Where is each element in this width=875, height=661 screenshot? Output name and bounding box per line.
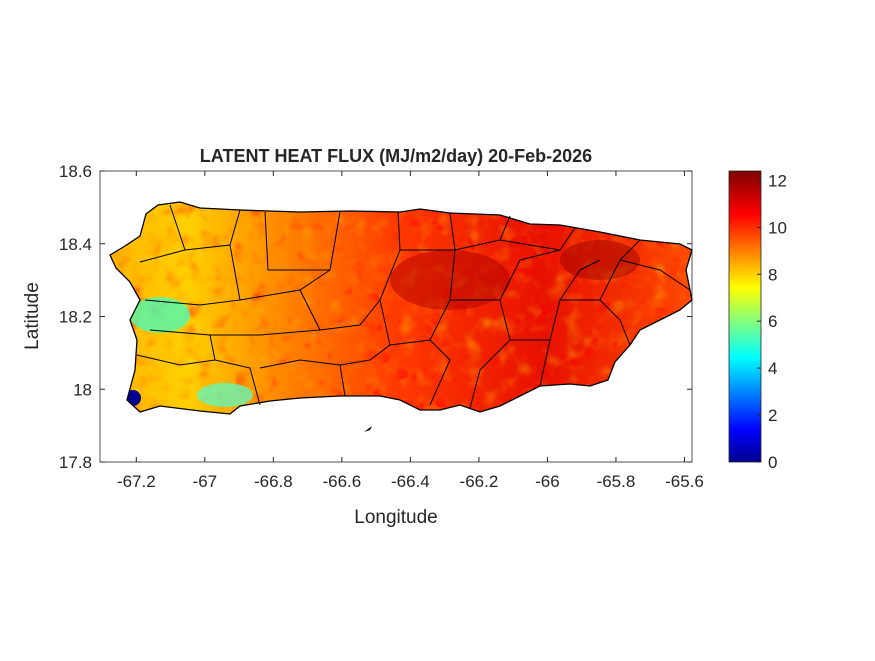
colorbar-tick-label: 12 [768, 171, 787, 190]
x-tick-label: -66.6 [322, 472, 361, 491]
x-tick-label: -65.6 [665, 472, 704, 491]
municipal-boundary [144, 244, 241, 306]
y-axis: 17.8 18 18.2 18.4 18.6 [59, 162, 692, 472]
municipal-boundary [400, 215, 511, 251]
x-tick-label: -66 [535, 472, 560, 491]
colorbar-tick-label: 8 [768, 265, 777, 284]
x-axis: -67.2 -67 -66.8 -66.6 -66.4 -66.2 -66 -65.8 -65.… [117, 171, 704, 491]
colorbar-tick-label: 4 [768, 359, 777, 378]
municipal-boundaries [136, 204, 691, 409]
municipal-boundary [339, 364, 346, 397]
municipal-boundary [239, 211, 341, 301]
municipal-boundary [214, 359, 261, 406]
colorbar-tick-label: 10 [768, 218, 787, 237]
high-flux-region-east [390, 250, 510, 310]
municipal-boundary [619, 259, 691, 291]
municipal-boundary [599, 299, 631, 346]
x-tick-label: -66.2 [460, 472, 499, 491]
low-flux-region-west [130, 297, 190, 333]
x-tick-label: -67 [193, 472, 218, 491]
municipal-boundary [510, 239, 641, 341]
colorbar [728, 170, 762, 463]
y-tick-label: 18.2 [59, 308, 92, 327]
island-coastline [109, 201, 693, 415]
municipal-boundary [149, 289, 321, 336]
y-tick-label: 18.4 [59, 235, 92, 254]
x-tick-label: -66.4 [391, 472, 430, 491]
municipal-boundary [499, 239, 561, 251]
municipal-boundary [559, 259, 601, 301]
y-tick-label: 18.6 [59, 162, 92, 181]
municipal-boundary [264, 211, 330, 271]
municipal-boundary [389, 339, 451, 406]
colorbar-ticks: 0 2 4 6 8 10 12 [757, 171, 787, 472]
colorbar-tick-label: 2 [768, 406, 777, 425]
x-tick-label: -65.8 [597, 472, 636, 491]
flux-texture [110, 202, 692, 414]
caja-de-muertos-island [364, 426, 372, 432]
x-tick-label: -67.2 [117, 472, 156, 491]
x-axis-label: Longitude [354, 507, 437, 528]
municipal-boundary [259, 299, 391, 369]
colorbar-tick-label: 6 [768, 312, 777, 331]
municipal-boundary [499, 227, 576, 301]
colorbar-tick-label: 0 [768, 453, 777, 472]
y-tick-label: 18 [73, 380, 92, 399]
x-tick-label: -66.8 [254, 472, 293, 491]
municipal-boundary [136, 334, 216, 366]
municipal-boundary [539, 339, 551, 387]
chart-title: LATENT HEAT FLUX (MJ/m2/day) 20-Feb-2026 [200, 146, 592, 166]
map-layer [110, 202, 692, 414]
municipal-boundary [429, 212, 456, 341]
y-tick-label: 17.8 [59, 453, 92, 472]
low-flux-region-sw [197, 383, 253, 407]
y-axis-label: Latitude [22, 282, 43, 350]
